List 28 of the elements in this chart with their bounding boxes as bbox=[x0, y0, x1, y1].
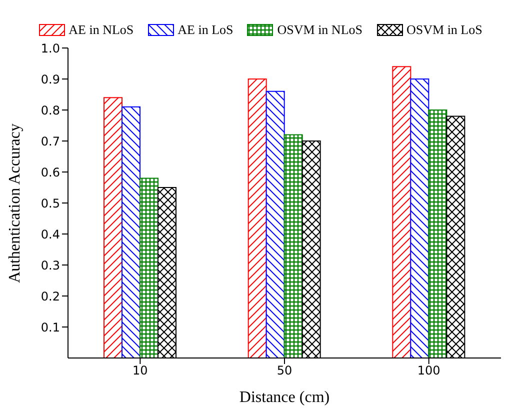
bar bbox=[266, 90, 285, 358]
y-tick-label: 0.9 bbox=[40, 72, 60, 86]
y-tick-label: 0.1 bbox=[40, 320, 60, 334]
legend-label: OSVM in LoS bbox=[406, 22, 482, 38]
y-tick-label: 0.3 bbox=[40, 258, 60, 272]
bar bbox=[428, 110, 448, 358]
y-tick-label: 0.6 bbox=[40, 165, 60, 180]
bar bbox=[284, 134, 303, 358]
bar bbox=[140, 178, 158, 358]
y-tick-label: 0.8 bbox=[40, 103, 60, 118]
y-tick-label: 1.0 bbox=[40, 41, 60, 56]
x-tick-label: 100 bbox=[417, 364, 440, 378]
bar bbox=[392, 66, 412, 358]
bar bbox=[248, 78, 267, 358]
y-axis-title: Authentication Accuracy bbox=[6, 124, 24, 283]
x-tick-label: 50 bbox=[276, 364, 292, 378]
legend-label: AE in NLoS bbox=[68, 22, 134, 38]
legend-label: AE in LoS bbox=[176, 22, 234, 38]
y-tick-label: 0.5 bbox=[40, 196, 60, 210]
x-axis-title: Distance (cm) bbox=[239, 389, 330, 406]
bar bbox=[410, 78, 430, 358]
x-tick-label: 10 bbox=[132, 364, 148, 378]
bar bbox=[104, 97, 122, 358]
y-tick-label: 0.2 bbox=[40, 289, 60, 304]
y-tick-label: 0.7 bbox=[40, 134, 60, 148]
bar bbox=[122, 106, 140, 358]
legend-label: OSVM in NLoS bbox=[276, 22, 362, 38]
y-tick-label: 0.4 bbox=[40, 227, 60, 242]
